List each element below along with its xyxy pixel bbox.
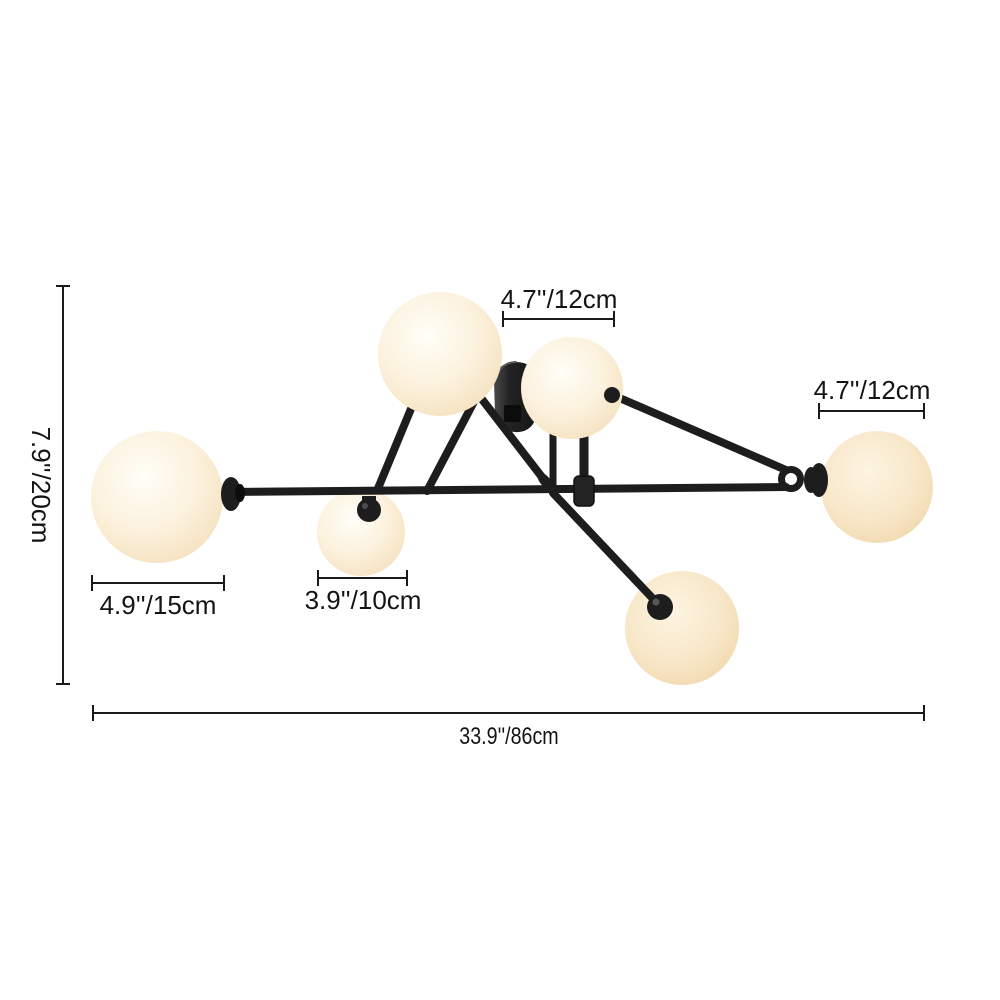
arm-rod-right-inner xyxy=(477,394,549,485)
dimension-label-small-globe: 3.9''/10cm xyxy=(304,585,422,615)
canopy-junction-box xyxy=(504,405,521,422)
dimension-label-large-globe: 4.9''/15cm xyxy=(99,590,217,620)
arm-rod-upper-right xyxy=(611,392,790,474)
knob-small-highlight xyxy=(362,503,368,509)
glass-globe-upper-left xyxy=(378,292,502,416)
glass-globe-upper-middle xyxy=(521,337,623,439)
knob-bottom-highlight xyxy=(652,598,660,606)
dimension-label-fixture-height: 7.9''/20cm xyxy=(26,426,56,544)
socket-cup-right xyxy=(810,463,828,497)
dimension-line-overall-width xyxy=(92,705,925,721)
knob-small-globe xyxy=(357,498,381,522)
socket-upper-middle xyxy=(604,387,620,403)
glass-globe-large-left xyxy=(91,431,223,563)
arm-rod-lower-right xyxy=(549,489,662,608)
dimension-label-right-globe: 4.7''/12cm xyxy=(813,375,931,405)
dimension-line-fixture-height xyxy=(56,285,70,685)
dimension-label-overall-width: 33.9''/86cm xyxy=(459,723,559,750)
knob-bottom-globe xyxy=(647,594,673,620)
dimension-line-small-globe xyxy=(317,570,408,586)
socket-cup-left xyxy=(221,477,241,511)
socket-cup-left-inner xyxy=(235,484,245,502)
arm-rod-to-small-globe xyxy=(370,400,417,502)
dimension-label-top-arm-spacing: 4.7''/12cm xyxy=(500,284,618,314)
arm-paddle-joint xyxy=(537,472,553,490)
glass-globe-right xyxy=(821,431,933,543)
arm-rod-left-inner xyxy=(423,392,481,495)
bar-collar xyxy=(573,475,595,507)
glass-globe-small xyxy=(317,488,405,576)
hairpin-loop xyxy=(778,466,804,492)
main-bar xyxy=(223,483,790,496)
dimension-line-right-globe xyxy=(818,403,925,419)
dimension-line-top-arm-spacing xyxy=(502,311,615,327)
dimension-line-large-globe xyxy=(91,575,225,591)
